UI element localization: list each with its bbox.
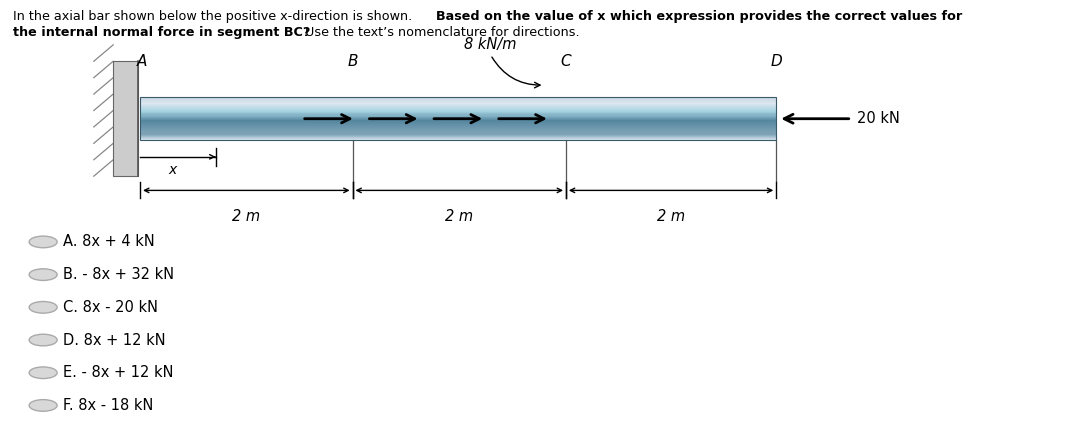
Text: A: A: [137, 55, 148, 69]
Bar: [140, 104, 776, 105]
Bar: [140, 97, 776, 99]
Text: Based on the value of x which expression provides the correct values for: Based on the value of x which expression…: [436, 10, 962, 23]
Text: A. 8x + 4 kN: A. 8x + 4 kN: [63, 234, 154, 250]
Bar: [140, 119, 776, 120]
Bar: [140, 130, 776, 131]
Bar: [140, 111, 776, 112]
Bar: [140, 123, 776, 124]
Circle shape: [29, 269, 57, 280]
Bar: [140, 131, 776, 133]
Text: the internal normal force in segment BC?: the internal normal force in segment BC?: [13, 26, 310, 39]
Bar: [140, 125, 776, 126]
Text: x: x: [168, 163, 177, 177]
Bar: [140, 97, 776, 140]
Bar: [140, 103, 776, 104]
Text: In the axial bar shown below the positive x-direction is shown.: In the axial bar shown below the positiv…: [13, 10, 416, 23]
Bar: [140, 113, 776, 115]
Text: Use the text’s nomenclature for directions.: Use the text’s nomenclature for directio…: [301, 26, 579, 39]
Circle shape: [29, 367, 57, 379]
Bar: [140, 124, 776, 125]
Circle shape: [29, 400, 57, 411]
Bar: [140, 136, 776, 137]
Bar: [140, 135, 776, 136]
Bar: [140, 138, 776, 139]
Text: 2 m: 2 m: [232, 209, 261, 224]
Bar: [140, 129, 776, 130]
Bar: [140, 120, 776, 121]
Bar: [140, 133, 776, 134]
Text: C. 8x - 20 kN: C. 8x - 20 kN: [63, 300, 157, 315]
Bar: [140, 108, 776, 109]
Bar: [140, 106, 776, 107]
Text: B. - 8x + 32 kN: B. - 8x + 32 kN: [63, 267, 174, 282]
Circle shape: [29, 302, 57, 313]
Bar: [140, 121, 776, 122]
Text: 2 m: 2 m: [657, 209, 686, 224]
Text: E. - 8x + 12 kN: E. - 8x + 12 kN: [63, 365, 174, 380]
Bar: [140, 134, 776, 135]
Bar: [140, 105, 776, 106]
Text: D. 8x + 12 kN: D. 8x + 12 kN: [63, 332, 165, 348]
Bar: [140, 139, 776, 140]
Text: D: D: [771, 55, 782, 69]
Bar: [140, 110, 776, 111]
Text: 2 m: 2 m: [445, 209, 473, 224]
Bar: [140, 99, 776, 101]
Text: B: B: [347, 55, 358, 69]
Bar: [140, 118, 776, 119]
Bar: [140, 112, 776, 113]
Bar: [113, 61, 138, 176]
Text: 8 kN/m: 8 kN/m: [464, 37, 516, 52]
Bar: [140, 137, 776, 138]
Bar: [140, 109, 776, 110]
Bar: [140, 116, 776, 118]
Bar: [140, 128, 776, 129]
Text: C: C: [561, 55, 571, 69]
Bar: [140, 127, 776, 128]
Text: 20 kN: 20 kN: [857, 111, 900, 126]
Bar: [140, 101, 776, 102]
Bar: [140, 126, 776, 127]
Bar: [140, 107, 776, 108]
Bar: [140, 115, 776, 116]
Circle shape: [29, 236, 57, 248]
Bar: [140, 122, 776, 123]
Bar: [140, 102, 776, 103]
Text: F. 8x - 18 kN: F. 8x - 18 kN: [63, 398, 153, 413]
Circle shape: [29, 334, 57, 346]
